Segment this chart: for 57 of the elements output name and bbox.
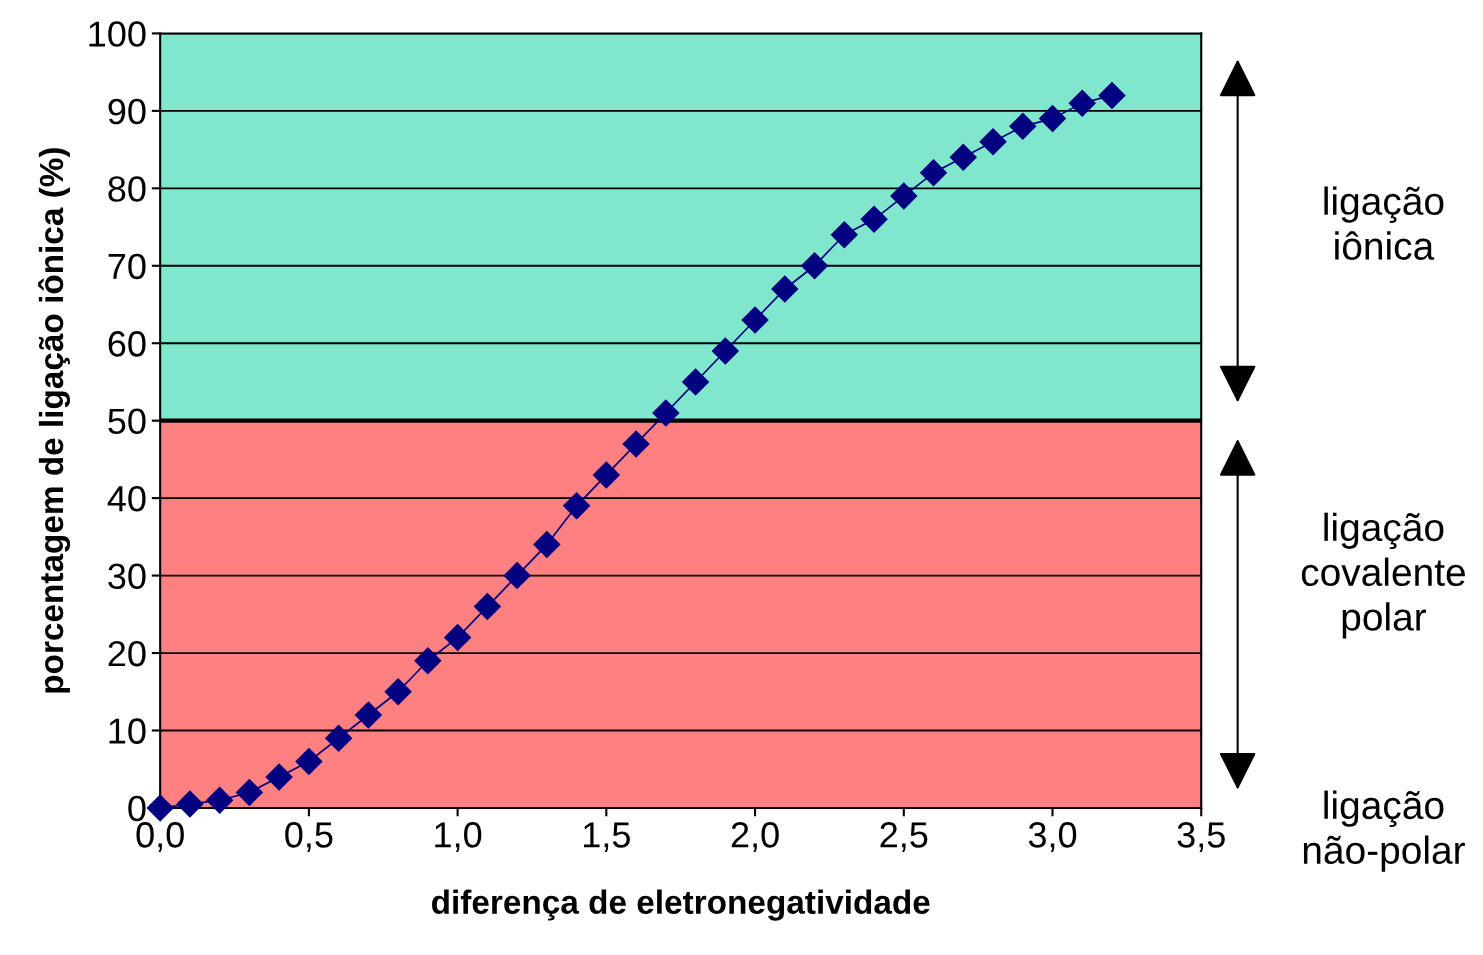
point: [1098, 81, 1126, 109]
x-tick-label: 1,5: [583, 822, 630, 852]
point: [949, 143, 977, 171]
x-tick-label: 2,5: [880, 822, 928, 852]
y-tick-label: 90: [108, 98, 146, 125]
point: [473, 593, 501, 621]
point: [265, 763, 293, 791]
y-tick-label: 10: [109, 718, 146, 744]
text: ligação não-polar: [1303, 790, 1465, 872]
point: [1068, 89, 1096, 117]
point: [890, 182, 918, 210]
point: [563, 492, 591, 520]
x-tick-label: 3,5: [1177, 822, 1225, 852]
y-tick-label: 50: [108, 408, 146, 435]
point: [920, 159, 947, 187]
point: [1039, 105, 1066, 133]
y-tick-label: 0: [128, 795, 146, 822]
y-tick-label: 80: [108, 176, 146, 202]
text: ligação covalente polar: [1301, 512, 1465, 639]
point: [682, 368, 710, 396]
x-tick-label: 1,0: [435, 822, 482, 852]
y-tick-label: 30: [108, 563, 146, 590]
point: [533, 531, 561, 559]
point: [711, 337, 739, 365]
point: [979, 128, 1007, 156]
y-tick-label: 60: [108, 331, 146, 357]
x-axis-title: diferença de eletronegatividade: [432, 889, 930, 921]
point: [1009, 112, 1037, 140]
point: [146, 794, 174, 822]
y-axis-title: porcentagem de ligação iônica (%): [38, 148, 71, 693]
point: [206, 786, 234, 814]
point: [414, 647, 442, 675]
point: [622, 430, 650, 458]
point: [860, 205, 888, 233]
point: [235, 778, 263, 806]
point: [503, 562, 531, 590]
y-tick-label: 70: [108, 253, 146, 280]
point: [801, 252, 829, 280]
point: [771, 275, 799, 303]
point: [295, 747, 323, 775]
point: [741, 306, 769, 334]
point: [384, 678, 412, 706]
point: [354, 701, 382, 729]
point: [325, 724, 353, 752]
point: [444, 624, 472, 652]
y-tick-label: 40: [107, 486, 146, 512]
point: [652, 399, 680, 427]
text: ligação iônica: [1324, 186, 1444, 260]
x-tick-label: 2,0: [731, 822, 779, 852]
x-tick-label: 0,0: [136, 822, 184, 852]
point: [592, 461, 620, 489]
point: [176, 790, 204, 818]
y-tick-label: 100: [89, 21, 146, 47]
point: [830, 221, 858, 249]
x-tick-label: 3,0: [1028, 822, 1077, 852]
y-tick-label: 20: [108, 640, 146, 667]
x-tick-label: 0,5: [285, 822, 333, 852]
